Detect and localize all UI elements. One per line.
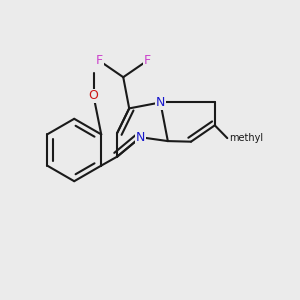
Text: methyl: methyl [229,133,263,142]
Text: N: N [136,131,145,144]
Text: F: F [143,54,151,67]
Text: N: N [156,96,165,109]
Text: O: O [88,89,98,102]
Text: F: F [96,54,103,67]
